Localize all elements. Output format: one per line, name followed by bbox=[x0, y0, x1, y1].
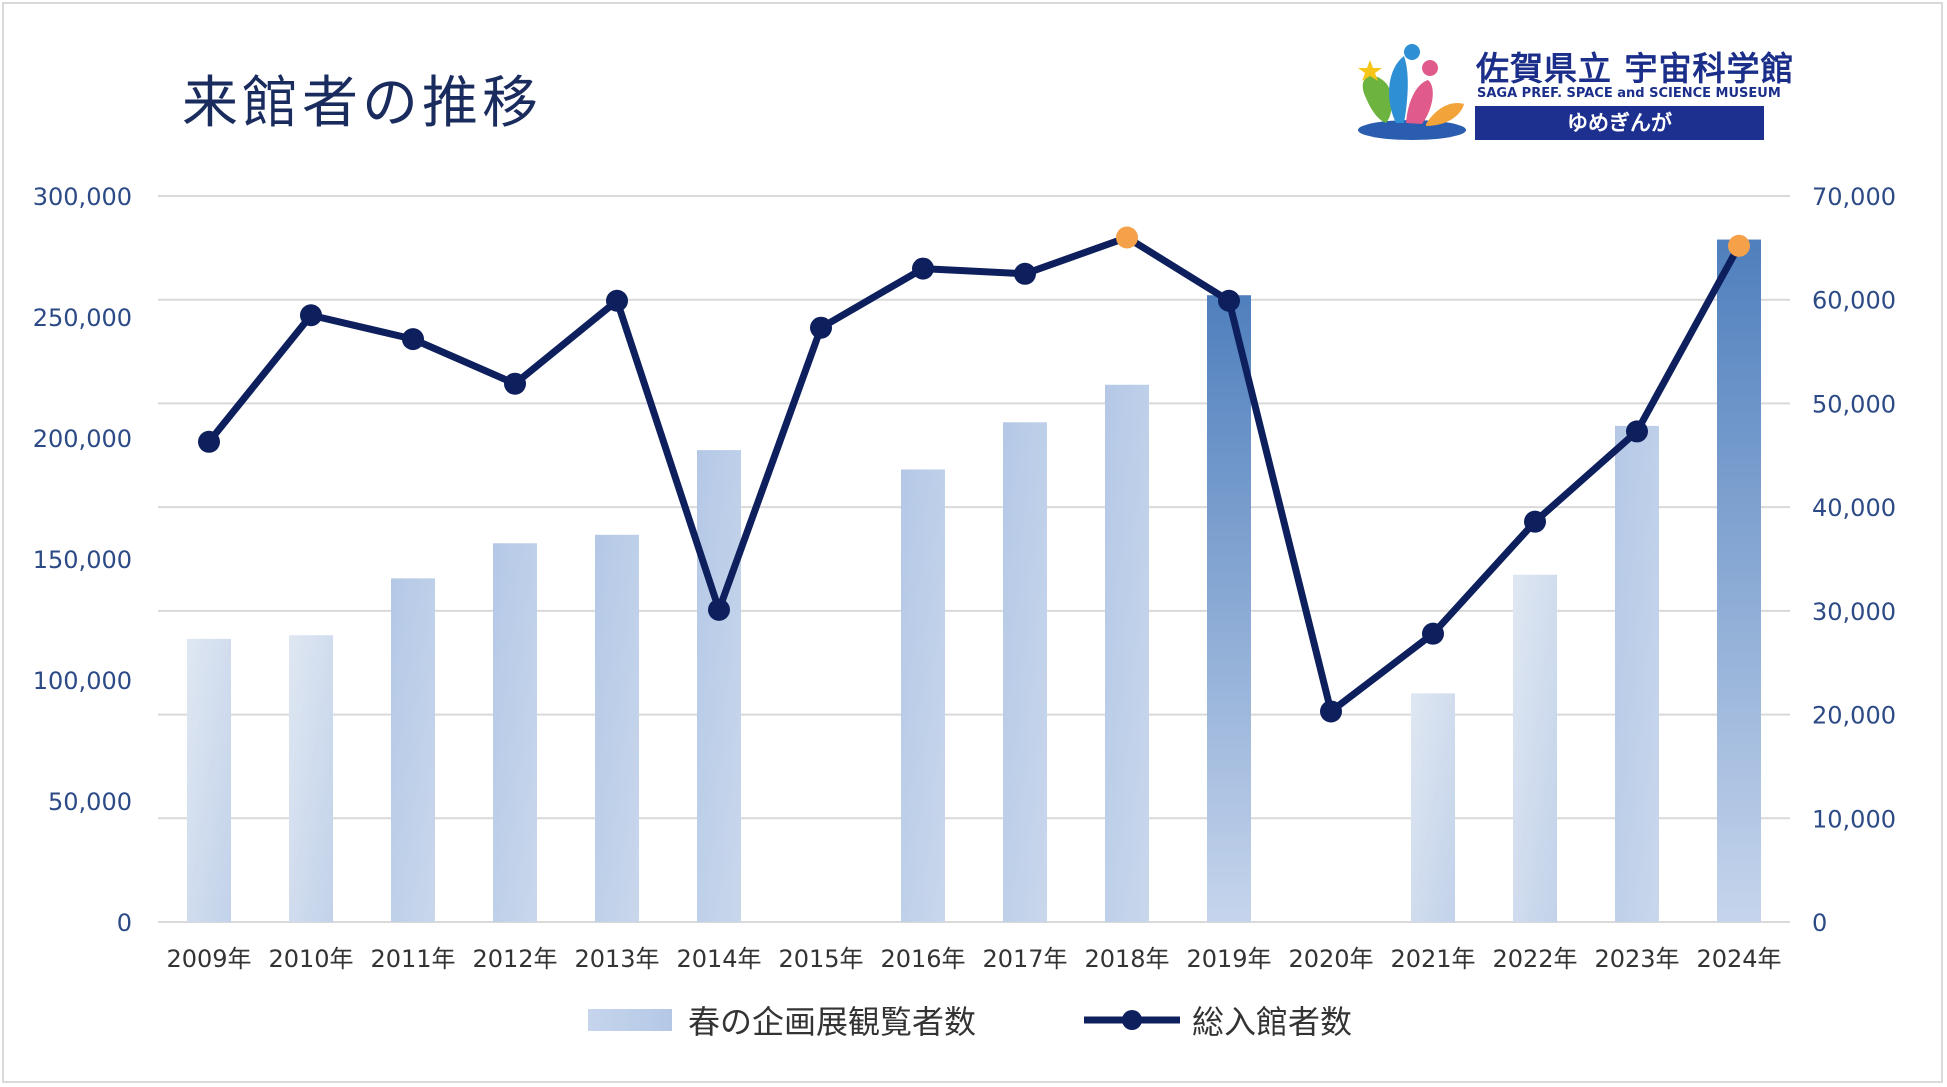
right-tick-label: 20,000 bbox=[1812, 702, 1896, 730]
legend-line-label: 総入館者数 bbox=[1192, 1003, 1353, 1041]
line-point-2022年 bbox=[1524, 510, 1546, 533]
category-label: 2018年 bbox=[1084, 945, 1169, 973]
category-label: 2013年 bbox=[574, 945, 659, 973]
bar-2016年 bbox=[901, 469, 945, 922]
category-label: 2021年 bbox=[1390, 945, 1475, 973]
museum-logo: 佐賀県立 宇宙科学館 SAGA PREF. SPACE and SCIENCE … bbox=[1346, 38, 1794, 142]
bar-2024年 bbox=[1717, 239, 1761, 922]
museum-logo-icon bbox=[1358, 44, 1466, 140]
line-point-2017年 bbox=[1014, 262, 1036, 285]
line-point-2009年 bbox=[198, 430, 220, 453]
category-label: 2014年 bbox=[676, 945, 761, 973]
right-tick-label: 0 bbox=[1812, 909, 1827, 937]
right-tick-label: 60,000 bbox=[1812, 287, 1896, 315]
line-point-2016年 bbox=[912, 257, 934, 280]
line-point-2024年 bbox=[1728, 234, 1750, 257]
left-tick-label: 150,000 bbox=[33, 546, 132, 574]
bar-2022年 bbox=[1513, 574, 1557, 922]
left-tick-label: 100,000 bbox=[33, 667, 132, 695]
bar-2010年 bbox=[289, 635, 333, 922]
left-tick-label: 250,000 bbox=[33, 304, 132, 332]
line-point-2013年 bbox=[606, 289, 628, 312]
bar-2011年 bbox=[391, 578, 435, 922]
line-point-2019年 bbox=[1218, 289, 1240, 312]
left-tick-label: 50,000 bbox=[48, 788, 132, 816]
bar-2018年 bbox=[1105, 384, 1149, 922]
bar-2009年 bbox=[187, 638, 231, 922]
line-point-2021年 bbox=[1422, 622, 1444, 645]
legend-bar-swatch bbox=[588, 1009, 672, 1031]
chart-title: 来館者の推移 bbox=[182, 71, 542, 136]
total-visitors-line bbox=[206, 233, 1743, 715]
category-label: 2020年 bbox=[1288, 945, 1373, 973]
line-point-2014年 bbox=[708, 598, 730, 621]
right-tick-label: 50,000 bbox=[1812, 390, 1896, 418]
left-tick-label: 200,000 bbox=[33, 425, 132, 453]
category-label: 2015年 bbox=[778, 945, 863, 973]
line-point-2018年 bbox=[1116, 226, 1138, 249]
line-series bbox=[198, 226, 1750, 723]
bar-2014年 bbox=[697, 450, 741, 922]
category-label: 2024年 bbox=[1696, 945, 1781, 973]
right-tick-label: 40,000 bbox=[1812, 494, 1896, 522]
line-point-2020年 bbox=[1320, 700, 1342, 723]
right-axis-ticks: 0 10,000 20,000 30,000 40,000 50,000 60,000 70,… bbox=[1812, 183, 1896, 937]
logo-nickname: ゆめぎんが bbox=[1475, 106, 1764, 140]
right-tick-label: 70,000 bbox=[1812, 183, 1896, 211]
bar-2019年 bbox=[1207, 295, 1251, 923]
category-label: 2016年 bbox=[880, 945, 965, 973]
legend-item-line: 総入館者数 bbox=[1084, 995, 1352, 1045]
category-label: 2023年 bbox=[1594, 945, 1679, 973]
legend-line-swatch bbox=[1084, 1010, 1180, 1030]
right-tick-label: 30,000 bbox=[1812, 598, 1896, 626]
line-point-2015年 bbox=[810, 316, 832, 339]
logo-name-en: SAGA PREF. SPACE and SCIENCE MUSEUM bbox=[1477, 86, 1781, 101]
line-point-2011年 bbox=[402, 328, 424, 351]
bar-2012年 bbox=[493, 543, 537, 922]
left-axis-ticks: 0 50,000 100,000 150,000 200,000 250,000 300,0… bbox=[33, 183, 132, 937]
line-point-2010年 bbox=[300, 304, 322, 327]
category-labels: 2009年 2010年 2011年 2012年 2013年 2014年 2015年 2016年… bbox=[166, 945, 1781, 973]
legend: 春の企画展観覧者数 総入館者数 bbox=[0, 995, 1947, 1045]
logo-name-ja: 佐賀県立 宇宙科学館 bbox=[1476, 49, 1795, 88]
bar-2013年 bbox=[595, 534, 639, 922]
bar-series bbox=[187, 239, 1761, 923]
category-label: 2009年 bbox=[166, 945, 251, 973]
right-tick-label: 10,000 bbox=[1812, 805, 1896, 833]
category-label: 2011年 bbox=[370, 945, 455, 973]
legend-bar-label: 春の企画展観覧者数 bbox=[688, 1003, 977, 1041]
category-label: 2022年 bbox=[1492, 945, 1577, 973]
category-label: 2017年 bbox=[982, 945, 1067, 973]
bar-2017年 bbox=[1003, 422, 1047, 922]
category-label: 2019年 bbox=[1186, 945, 1271, 973]
category-label: 2012年 bbox=[472, 945, 557, 973]
category-label: 2010年 bbox=[268, 945, 353, 973]
bar-2021年 bbox=[1411, 693, 1455, 922]
bar-2023年 bbox=[1615, 425, 1659, 922]
left-tick-label: 300,000 bbox=[33, 183, 132, 211]
legend-item-bars: 春の企画展観覧者数 bbox=[588, 995, 976, 1045]
line-point-2012年 bbox=[504, 372, 526, 395]
left-tick-label: 0 bbox=[117, 909, 132, 937]
line-point-2023年 bbox=[1626, 420, 1648, 443]
